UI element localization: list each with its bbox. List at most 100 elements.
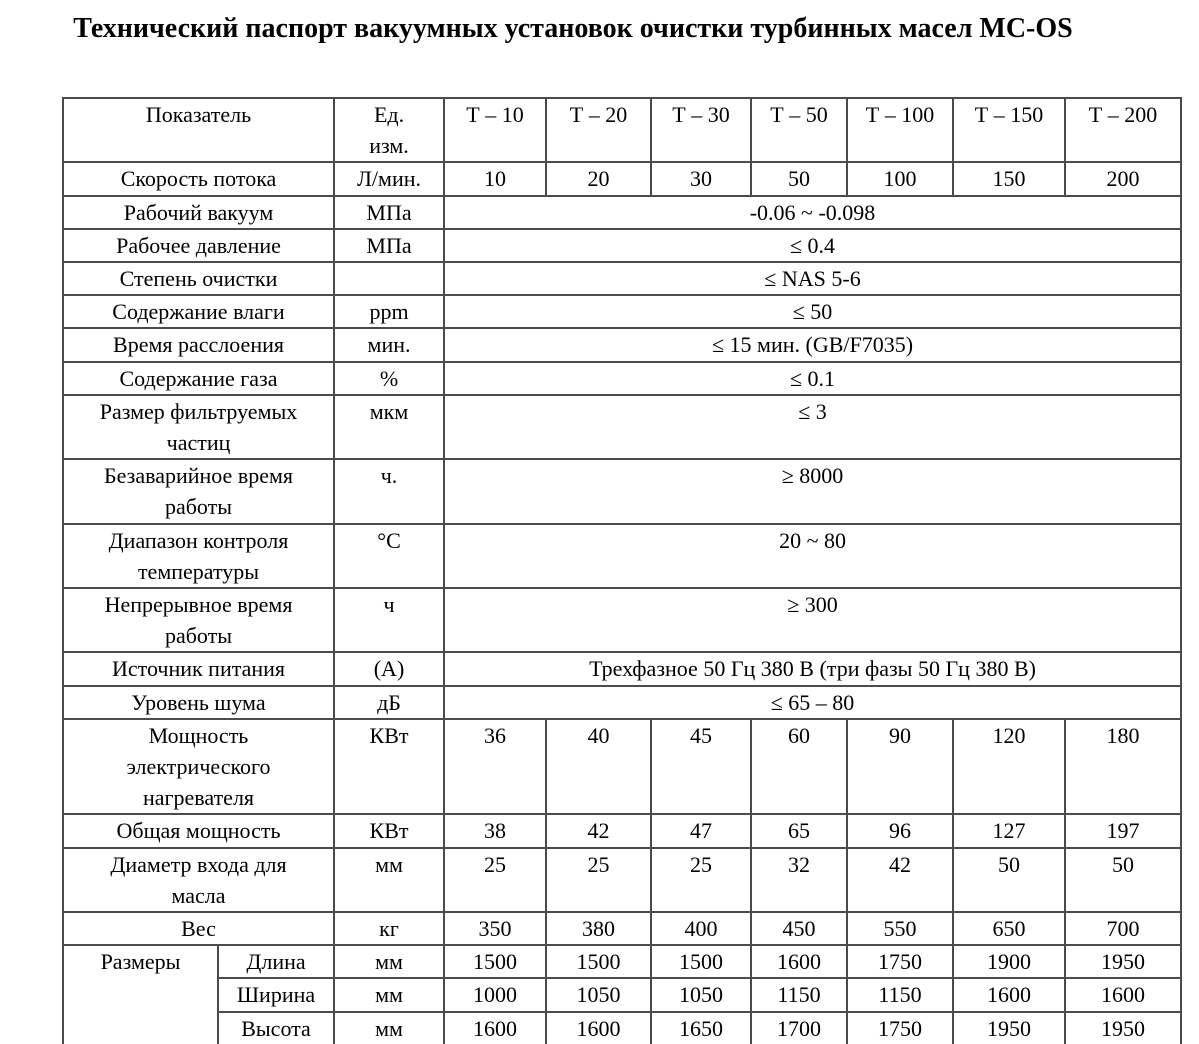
table-row: Скорость потока Л/мин. 10 20 30 50 100 1… [61, 161, 1183, 197]
row-label: Непрерывное время работы [61, 587, 336, 654]
merged-value-cell: ≤ 0.4 [443, 227, 1183, 264]
value-cell: 36 [443, 717, 548, 816]
page-title: Технический паспорт вакуумных установок … [73, 13, 1073, 44]
row-label: Размер фильтруемых частиц [61, 393, 336, 461]
dimensions-group-label: Размеры [62, 944, 219, 1044]
value-cell: 38 [443, 813, 548, 849]
row-label: Время расслоения [61, 327, 336, 363]
row-label: Содержание газа [61, 360, 336, 396]
value-cell: 42 [545, 813, 653, 849]
value-cell: 1600 [750, 944, 849, 980]
table-row: Непрерывное время работы ч ≥ 300 [61, 587, 1183, 654]
dimension-name: Высота [216, 1010, 336, 1044]
value-cell: 1650 [650, 1010, 753, 1044]
value-cell: 65 [750, 813, 849, 849]
value-cell: 1500 [650, 944, 753, 980]
row-unit: мм [333, 1010, 446, 1044]
value-cell: 380 [545, 911, 653, 947]
merged-value-cell: ≤ 50 [443, 294, 1183, 330]
merged-value-cell: ≤ 15 мин. (GB/F7035) [443, 327, 1183, 363]
value-cell: 120 [952, 717, 1067, 816]
row-unit: (А) [333, 651, 446, 687]
row-label: Диаметр входа для масла [61, 846, 336, 914]
value-cell: 10 [443, 161, 548, 197]
value-cell: 45 [650, 717, 753, 816]
row-unit: кг [333, 911, 446, 947]
row-unit: мкм [333, 393, 446, 461]
row-unit: мм [333, 977, 446, 1013]
row-unit [333, 261, 446, 297]
table-row: Источник питания (А) Трехфазное 50 Гц 38… [61, 651, 1183, 687]
value-cell: 1050 [545, 977, 653, 1013]
table-row: Размер фильтруемых частиц мкм ≤ 3 [61, 393, 1183, 461]
value-cell: 1150 [750, 977, 849, 1013]
merged-value-cell: Трехфазное 50 Гц 380 В (три фазы 50 Гц 3… [443, 651, 1183, 687]
table-row: Безаварийное время работы ч. ≥ 8000 [61, 458, 1183, 525]
value-cell: 197 [1064, 813, 1183, 849]
value-cell: 30 [650, 161, 753, 197]
header-model: Т – 200 [1064, 96, 1183, 164]
value-cell: 25 [545, 846, 653, 914]
table-row: Диапазон контроля температуры °С 20 ~ 80 [61, 522, 1183, 590]
row-label: Содержание влаги [61, 294, 336, 330]
dimension-name: Длина [216, 944, 336, 980]
table-row: Степень очистки ≤ NAS 5-6 [61, 261, 1183, 297]
merged-value-cell: 20 ~ 80 [443, 522, 1183, 590]
value-cell: 400 [650, 911, 753, 947]
value-cell: 25 [443, 846, 548, 914]
header-row: Показатель Ед. изм. Т – 10 Т – 20 Т – 30… [61, 96, 1183, 164]
value-cell: 42 [846, 846, 955, 914]
row-unit: мм [333, 944, 446, 980]
table-row: Высота мм 1600 1600 1650 1700 1750 1950 … [63, 1010, 1183, 1044]
row-unit: Л/мин. [333, 161, 446, 197]
row-label: Рабочий вакуум [61, 194, 336, 230]
value-cell: 550 [846, 911, 955, 947]
table-row: Время расслоения мин. ≤ 15 мин. (GB/F703… [61, 327, 1183, 363]
row-label: Уровень шума [61, 684, 336, 720]
table-row: Содержание газа % ≤ 0.1 [61, 360, 1183, 396]
value-cell: 1500 [545, 944, 653, 980]
row-unit: мин. [333, 327, 446, 363]
value-cell: 127 [952, 813, 1067, 849]
table-row: Общая мощность КВт 38 42 47 65 96 127 19… [61, 813, 1183, 849]
table-row: Диаметр входа для масла мм 25 25 25 32 4… [61, 846, 1183, 914]
header-model: Т – 100 [846, 96, 955, 164]
merged-value-cell: ≤ NAS 5-6 [443, 261, 1183, 297]
value-cell: 50 [750, 161, 849, 197]
row-label: Рабочее давление [61, 227, 336, 264]
header-model: Т – 50 [750, 96, 849, 164]
row-unit: КВт [333, 813, 446, 849]
row-unit: ч. [333, 458, 446, 525]
table-row: Мощность электрического нагревателя КВт … [61, 717, 1183, 816]
value-cell: 1600 [545, 1010, 653, 1044]
table-row: Ширина мм 1000 1050 1050 1150 1150 1600 … [63, 977, 1183, 1013]
row-label: Степень очистки [61, 261, 336, 297]
table-row: Уровень шума дБ ≤ 65 – 80 [61, 684, 1183, 720]
header-model: Т – 20 [545, 96, 653, 164]
value-cell: 350 [443, 911, 548, 947]
value-cell: 20 [545, 161, 653, 197]
spec-table: Показатель Ед. изм. Т – 10 Т – 20 Т – 30… [61, 96, 1183, 1044]
value-cell: 1750 [846, 944, 955, 980]
row-unit: °С [333, 522, 446, 590]
row-label: Общая мощность [61, 813, 336, 849]
merged-value-cell: ≥ 300 [443, 587, 1183, 654]
row-label: Вес [61, 911, 336, 947]
value-cell: 90 [846, 717, 955, 816]
row-label: Источник питания [61, 651, 336, 687]
table-row: Рабочий вакуум МПа -0.06 ~ -0.098 [61, 194, 1183, 230]
value-cell: 25 [650, 846, 753, 914]
value-cell: 700 [1064, 911, 1183, 947]
table-row: Содержание влаги ppm ≤ 50 [61, 294, 1183, 330]
table-row: Вес кг 350 380 400 450 550 650 700 [61, 911, 1183, 947]
merged-value-cell: ≤ 3 [443, 393, 1183, 461]
row-label: Безаварийное время работы [61, 458, 336, 525]
merged-value-cell: ≤ 0.1 [443, 360, 1183, 396]
value-cell: 1600 [952, 977, 1067, 1013]
row-label: Диапазон контроля температуры [61, 522, 336, 590]
value-cell: 200 [1064, 161, 1183, 197]
row-unit: ppm [333, 294, 446, 330]
value-cell: 650 [952, 911, 1067, 947]
merged-value-cell: -0.06 ~ -0.098 [443, 194, 1183, 230]
table-row: Размеры Длина мм 1500 1500 1500 1600 175… [62, 944, 1183, 1044]
